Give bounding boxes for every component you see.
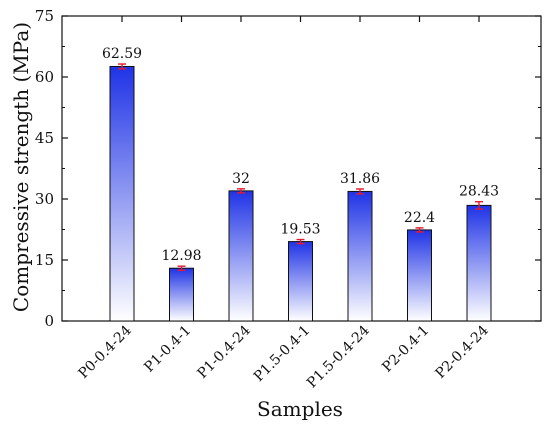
- x-tick-label: P1-0.4-24: [195, 322, 254, 381]
- y-tick-label: 30: [35, 190, 54, 208]
- bars-group: [109, 63, 492, 322]
- bar: [109, 65, 135, 322]
- data-label: 62.59: [102, 46, 142, 62]
- x-tick-label: P2-0.4-1: [379, 323, 432, 376]
- x-tick-label: P0-0.4-24: [76, 322, 135, 381]
- bar: [228, 190, 254, 322]
- x-tick-label: P2-0.4-24: [433, 322, 492, 381]
- y-tick-label: 0: [44, 312, 54, 330]
- data-label: 22.4: [404, 210, 435, 226]
- bar: [169, 267, 194, 322]
- bar: [347, 190, 373, 322]
- y-axis-title: Compressive strength (MPa): [9, 22, 33, 312]
- y-tick-label: 45: [35, 129, 54, 147]
- bar: [466, 204, 492, 322]
- bar: [407, 229, 432, 322]
- data-label: 12.98: [161, 248, 201, 264]
- x-tick-label: P1.5-0.4-24: [304, 322, 373, 391]
- data-label: 31.86: [340, 171, 380, 187]
- data-label: 19.53: [280, 222, 320, 238]
- bar: [288, 241, 313, 322]
- x-tick-label: P1.5-0.4-1: [251, 323, 313, 385]
- y-tick-label: 60: [35, 68, 54, 86]
- y-tick-label: 75: [35, 7, 54, 25]
- x-axis-title: Samples: [257, 397, 343, 421]
- labels-group: 62.59 P0-0.4-24 12.98 P1-0.4-1 32 P1-0.4-24 19…: [76, 46, 500, 391]
- data-label: 32: [232, 171, 250, 187]
- y-tick-label: 15: [35, 251, 54, 269]
- x-tick-label: P1-0.4-1: [141, 323, 194, 376]
- data-label: 28.43: [459, 184, 499, 200]
